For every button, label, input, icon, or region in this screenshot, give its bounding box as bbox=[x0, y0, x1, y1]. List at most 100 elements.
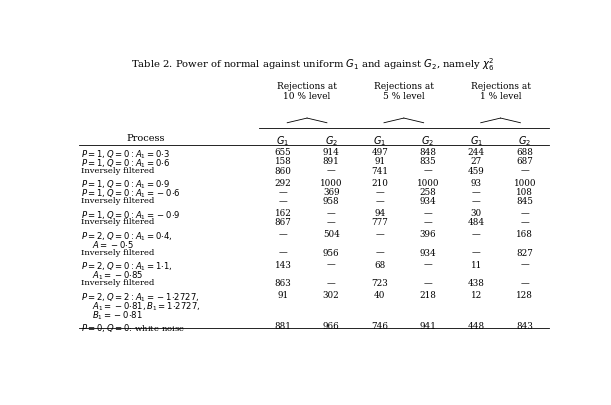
Text: Inversely filtered: Inversely filtered bbox=[81, 248, 155, 256]
Text: —: — bbox=[521, 260, 529, 269]
Text: $P = 2, Q = 2: A_1 = -1{\cdot}2727,$: $P = 2, Q = 2: A_1 = -1{\cdot}2727,$ bbox=[81, 290, 199, 303]
Text: $P = 2, Q = 0: A_1 = 0{\cdot}4,$: $P = 2, Q = 0: A_1 = 0{\cdot}4,$ bbox=[81, 230, 173, 242]
Text: Table 2. Power of normal against uniform $G_1$ and against $G_2$, namely $\chi^2: Table 2. Power of normal against uniform… bbox=[131, 56, 495, 73]
Text: 143: 143 bbox=[274, 260, 291, 269]
Text: 860: 860 bbox=[274, 166, 291, 175]
Text: 1000: 1000 bbox=[417, 178, 439, 187]
Text: —: — bbox=[327, 166, 335, 175]
Text: 958: 958 bbox=[323, 196, 340, 205]
Text: $P = 1, Q = 0: A_1 = -0{\cdot}6$: $P = 1, Q = 0: A_1 = -0{\cdot}6$ bbox=[81, 188, 181, 200]
Text: Inversely filtered: Inversely filtered bbox=[81, 196, 155, 205]
Text: $G_1$: $G_1$ bbox=[373, 134, 386, 147]
Text: 459: 459 bbox=[468, 166, 485, 175]
Text: 12: 12 bbox=[470, 290, 482, 299]
Text: 934: 934 bbox=[420, 196, 436, 205]
Text: —: — bbox=[375, 188, 384, 196]
Text: 966: 966 bbox=[323, 321, 340, 330]
Text: 1000: 1000 bbox=[320, 178, 343, 187]
Text: 956: 956 bbox=[323, 248, 340, 257]
Text: —: — bbox=[521, 166, 529, 175]
Text: $G_2$: $G_2$ bbox=[422, 134, 434, 147]
Text: $P = 0, Q = 0$: white noise: $P = 0, Q = 0$: white noise bbox=[81, 321, 185, 333]
Text: 244: 244 bbox=[468, 148, 485, 157]
Text: 835: 835 bbox=[420, 157, 436, 166]
Text: Rejections at
5 % level: Rejections at 5 % level bbox=[374, 81, 434, 101]
Text: 827: 827 bbox=[516, 248, 533, 257]
Text: 1000: 1000 bbox=[513, 178, 536, 187]
Text: 11: 11 bbox=[470, 260, 482, 269]
Text: —: — bbox=[375, 230, 384, 239]
Text: 396: 396 bbox=[420, 230, 436, 239]
Text: —: — bbox=[472, 188, 481, 196]
Text: $B_1 = -0{\cdot}81$: $B_1 = -0{\cdot}81$ bbox=[92, 309, 142, 321]
Text: 723: 723 bbox=[371, 278, 388, 288]
Text: 40: 40 bbox=[374, 290, 386, 299]
Text: —: — bbox=[327, 278, 335, 288]
Text: $P = 1, Q = 0: A_1 = -0{\cdot}9$: $P = 1, Q = 0: A_1 = -0{\cdot}9$ bbox=[81, 209, 181, 221]
Text: —: — bbox=[472, 248, 481, 257]
Text: 30: 30 bbox=[471, 209, 482, 217]
Text: 292: 292 bbox=[274, 178, 291, 187]
Text: 302: 302 bbox=[323, 290, 340, 299]
Text: —: — bbox=[423, 278, 433, 288]
Text: —: — bbox=[521, 278, 529, 288]
Text: —: — bbox=[423, 260, 433, 269]
Text: —: — bbox=[521, 209, 529, 217]
Text: 655: 655 bbox=[274, 148, 291, 157]
Text: 934: 934 bbox=[420, 248, 436, 257]
Text: 497: 497 bbox=[371, 148, 388, 157]
Text: —: — bbox=[279, 188, 287, 196]
Text: 914: 914 bbox=[323, 148, 340, 157]
Text: Inversely filtered: Inversely filtered bbox=[81, 278, 155, 286]
Text: 369: 369 bbox=[323, 188, 340, 196]
Text: —: — bbox=[423, 209, 433, 217]
Text: 68: 68 bbox=[374, 260, 386, 269]
Text: 93: 93 bbox=[471, 178, 482, 187]
Text: Process: Process bbox=[126, 134, 165, 143]
Text: —: — bbox=[472, 230, 481, 239]
Text: $P = 1, Q = 0: A_1 = 0{\cdot}6$: $P = 1, Q = 0: A_1 = 0{\cdot}6$ bbox=[81, 157, 170, 169]
Text: 863: 863 bbox=[274, 278, 291, 288]
Text: 777: 777 bbox=[371, 217, 388, 227]
Text: —: — bbox=[423, 166, 433, 175]
Text: $G_2$: $G_2$ bbox=[324, 134, 338, 147]
Text: 504: 504 bbox=[323, 230, 340, 239]
Text: 848: 848 bbox=[420, 148, 436, 157]
Text: 108: 108 bbox=[516, 188, 533, 196]
Text: 448: 448 bbox=[468, 321, 485, 330]
Text: $G_1$: $G_1$ bbox=[470, 134, 483, 147]
Text: —: — bbox=[423, 217, 433, 227]
Text: 168: 168 bbox=[516, 230, 533, 239]
Text: —: — bbox=[279, 248, 287, 257]
Text: 741: 741 bbox=[371, 166, 388, 175]
Text: $P = 2, Q = 0: A_1 = 1{\cdot}1,$: $P = 2, Q = 0: A_1 = 1{\cdot}1,$ bbox=[81, 260, 173, 273]
Text: —: — bbox=[472, 196, 481, 205]
Text: 27: 27 bbox=[470, 157, 482, 166]
Text: Inversely filtered: Inversely filtered bbox=[81, 166, 155, 174]
Text: —: — bbox=[327, 209, 335, 217]
Text: 91: 91 bbox=[374, 157, 385, 166]
Text: 867: 867 bbox=[274, 217, 291, 227]
Text: $A_1 = -0{\cdot}81, B_1 = 1{\cdot}2727,$: $A_1 = -0{\cdot}81, B_1 = 1{\cdot}2727,$ bbox=[92, 300, 200, 312]
Text: $P = 1, Q = 0: A_1 = 0{\cdot}3$: $P = 1, Q = 0: A_1 = 0{\cdot}3$ bbox=[81, 148, 170, 160]
Text: —: — bbox=[521, 217, 529, 227]
Text: —: — bbox=[327, 217, 335, 227]
Text: 210: 210 bbox=[371, 178, 388, 187]
Text: $P = 1, Q = 0: A_1 = 0{\cdot}9$: $P = 1, Q = 0: A_1 = 0{\cdot}9$ bbox=[81, 178, 170, 191]
Text: 438: 438 bbox=[468, 278, 485, 288]
Text: $A_1 = -0{\cdot}85$: $A_1 = -0{\cdot}85$ bbox=[92, 269, 143, 281]
Text: 881: 881 bbox=[274, 321, 291, 330]
Text: —: — bbox=[327, 260, 335, 269]
Text: 128: 128 bbox=[516, 290, 533, 299]
Text: 843: 843 bbox=[516, 321, 533, 330]
Text: —: — bbox=[375, 248, 384, 257]
Text: 746: 746 bbox=[371, 321, 388, 330]
Text: 94: 94 bbox=[374, 209, 386, 217]
Text: 688: 688 bbox=[516, 148, 533, 157]
Text: 158: 158 bbox=[274, 157, 291, 166]
Text: 941: 941 bbox=[420, 321, 436, 330]
Text: —: — bbox=[375, 196, 384, 205]
Text: 91: 91 bbox=[277, 290, 288, 299]
Text: $G_2$: $G_2$ bbox=[518, 134, 532, 147]
Text: 258: 258 bbox=[420, 188, 436, 196]
